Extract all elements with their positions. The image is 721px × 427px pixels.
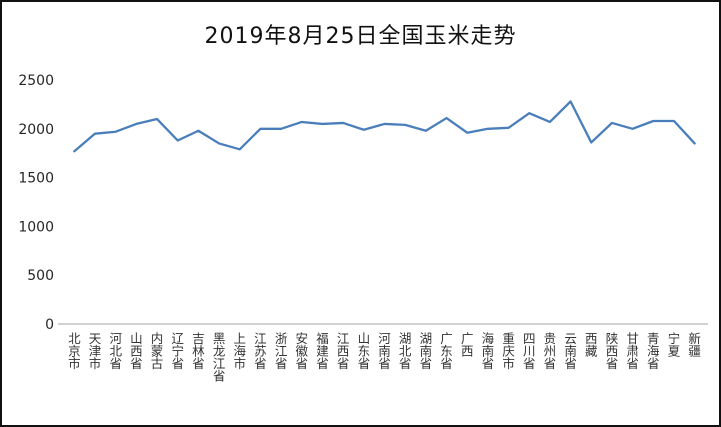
y-axis-tick-label: 2000 [18,122,54,138]
y-axis-tick-label: 1000 [18,219,54,235]
y-axis-tick-label: 500 [27,268,54,284]
chart-title: 2019年8月25日全国玉米走势 [204,24,517,49]
y-axis-tick-label: 1500 [18,171,54,187]
trend-line [73,100,696,153]
y-axis-tick-label: 0 [45,317,54,333]
y-axis-tick-label: 2500 [18,73,54,89]
